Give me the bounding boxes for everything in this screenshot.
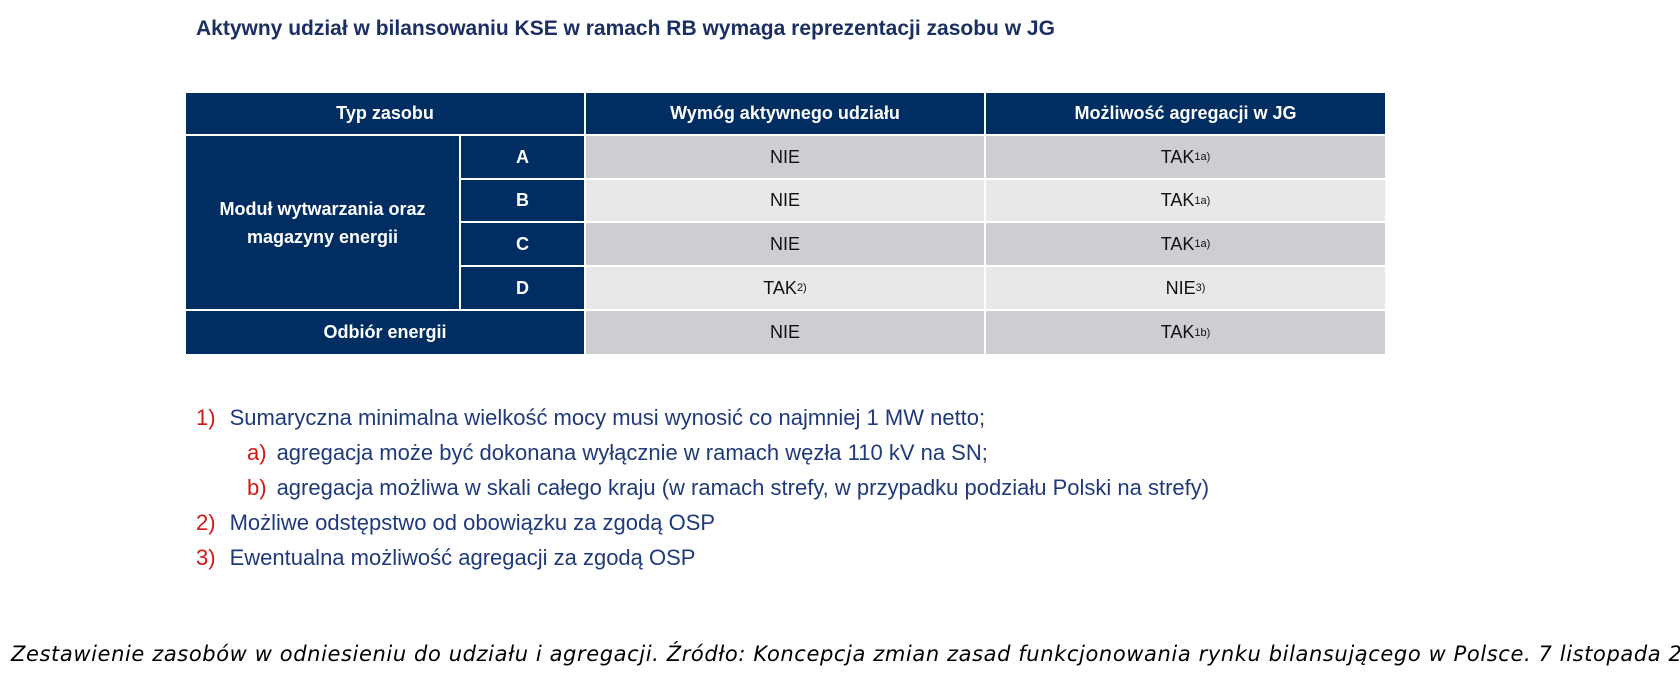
footnote-number: b) — [247, 475, 267, 500]
aggregation-cell: TAK 1a) — [986, 223, 1385, 265]
value: TAK — [1160, 190, 1195, 210]
type-cell: B — [461, 180, 584, 221]
footnote-1a: a) agregacja może być dokonana wyłącznie … — [247, 440, 988, 466]
value: TAK — [1160, 233, 1195, 254]
group-label: Moduł wytwarzania oraz magazyny energii — [186, 136, 459, 309]
requirement-cell: TAK 2) — [586, 267, 984, 309]
value: NIE — [769, 190, 800, 210]
type-cell: C — [461, 223, 584, 265]
type-cell: D — [461, 267, 584, 309]
value: NIE — [769, 146, 800, 167]
value: TAK — [1160, 146, 1195, 167]
footnote-number: 3) — [196, 545, 216, 570]
footnote-1: 1) Sumaryczna minimalna wielkość mocy mus… — [196, 405, 985, 431]
type-cell: A — [461, 136, 584, 178]
footnote-text: Sumaryczna minimalna wielkość mocy musi … — [229, 405, 986, 430]
requirement-cell: NIE — [586, 136, 984, 178]
value: NIE — [1165, 277, 1196, 298]
requirement-cell: NIE — [586, 180, 984, 221]
footnote-text: agregacja możliwa w skali całego kraju (… — [276, 475, 1210, 500]
value: NIE — [769, 322, 800, 342]
requirement-cell: NIE — [586, 223, 984, 265]
footnote-ref: 2) — [796, 282, 807, 294]
header-aggregation: Możliwość agregacji w JG — [986, 93, 1385, 134]
footnote-number: 2) — [196, 510, 216, 535]
footnote-ref: 3) — [1195, 282, 1206, 294]
footnote-3: 3) Ewentualna możliwość agregacji za zgod… — [196, 545, 695, 571]
type-cell-consumption: Odbiór energii — [186, 311, 584, 354]
footnote-number: a) — [247, 440, 267, 465]
value: NIE — [769, 233, 800, 254]
footnote-ref: 1a) — [1194, 194, 1211, 207]
page-title: Aktywny udział w bilansowaniu KSE w rama… — [196, 17, 1055, 40]
footnote-number: 1) — [196, 405, 216, 430]
footnote-text: Ewentualna możliwość agregacji za zgodą … — [229, 545, 696, 570]
footnote-ref: 1a) — [1194, 151, 1211, 163]
footnote-ref: 1a) — [1194, 238, 1211, 250]
value: TAK — [1160, 322, 1195, 342]
header-requirement: Wymóg aktywnego udziału — [586, 93, 984, 134]
figure-caption: Zestawienie zasobów w odniesieniu do udz… — [11, 642, 1680, 666]
aggregation-cell: TAK 1b) — [986, 311, 1385, 354]
resource-table: Typ zasobu Wymóg aktywnego udziału Możli… — [186, 93, 1385, 354]
footnote-text: agregacja może być dokonana wyłącznie w … — [276, 440, 988, 465]
footnote-ref: 1b) — [1194, 326, 1211, 339]
footnote-text: Możliwe odstępstwo od obowiązku za zgodą… — [229, 510, 716, 535]
value: TAK — [763, 277, 797, 298]
aggregation-cell: NIE 3) — [986, 267, 1385, 309]
aggregation-cell: TAK 1a) — [986, 180, 1385, 221]
requirement-cell: NIE — [586, 311, 984, 354]
aggregation-cell: TAK 1a) — [986, 136, 1385, 178]
footnote-1b: b) agregacja możliwa w skali całego kraju… — [247, 475, 1209, 501]
footnote-2: 2) Możliwe odstępstwo od obowiązku za zgo… — [196, 510, 715, 536]
header-type: Typ zasobu — [186, 93, 584, 134]
